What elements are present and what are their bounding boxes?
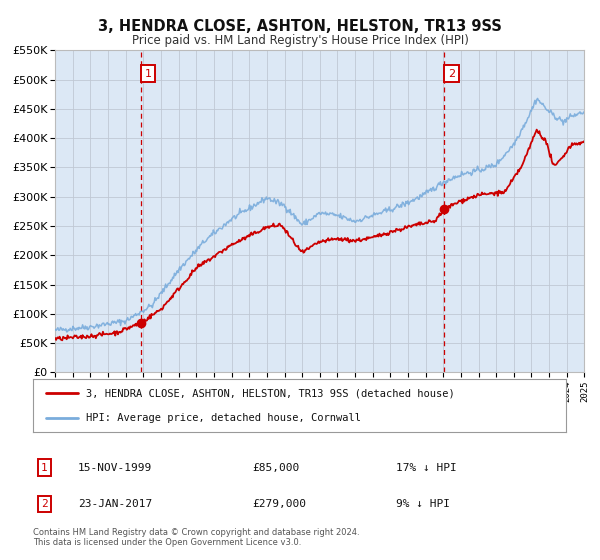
Text: £85,000: £85,000: [252, 463, 299, 473]
Text: 15-NOV-1999: 15-NOV-1999: [78, 463, 152, 473]
Text: 17% ↓ HPI: 17% ↓ HPI: [396, 463, 457, 473]
Text: 3, HENDRA CLOSE, ASHTON, HELSTON, TR13 9SS (detached house): 3, HENDRA CLOSE, ASHTON, HELSTON, TR13 9…: [86, 389, 455, 399]
Text: 2: 2: [448, 69, 455, 79]
Text: This data is licensed under the Open Government Licence v3.0.: This data is licensed under the Open Gov…: [33, 539, 301, 548]
Text: Price paid vs. HM Land Registry's House Price Index (HPI): Price paid vs. HM Land Registry's House …: [131, 34, 469, 47]
Text: 1: 1: [41, 463, 47, 473]
Text: HPI: Average price, detached house, Cornwall: HPI: Average price, detached house, Corn…: [86, 413, 361, 423]
Text: 2: 2: [41, 499, 47, 509]
Text: £279,000: £279,000: [252, 499, 306, 509]
Text: 9% ↓ HPI: 9% ↓ HPI: [396, 499, 450, 509]
Text: 3, HENDRA CLOSE, ASHTON, HELSTON, TR13 9SS: 3, HENDRA CLOSE, ASHTON, HELSTON, TR13 9…: [98, 20, 502, 34]
Text: Contains HM Land Registry data © Crown copyright and database right 2024.: Contains HM Land Registry data © Crown c…: [33, 529, 359, 538]
Text: 1: 1: [145, 69, 152, 79]
Text: 23-JAN-2017: 23-JAN-2017: [78, 499, 152, 509]
